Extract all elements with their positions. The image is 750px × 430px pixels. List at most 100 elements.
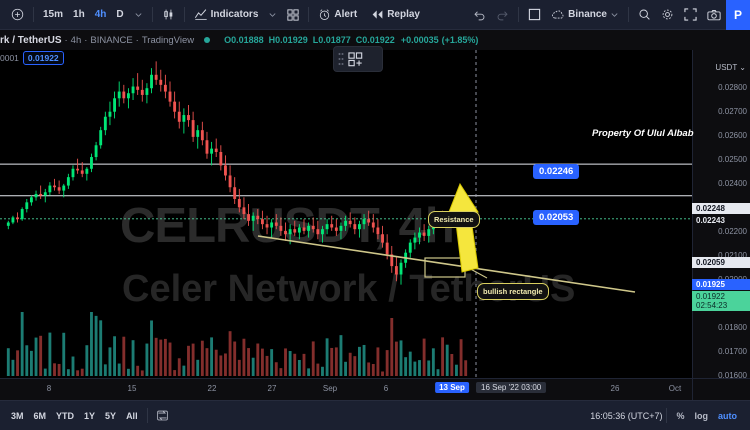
add-symbol-button[interactable] (6, 4, 29, 26)
volume-bar (108, 347, 112, 376)
interval-4h[interactable]: 4h (90, 4, 112, 26)
candle-body (94, 145, 98, 158)
candle-body (316, 229, 320, 235)
time-tick: 15 (127, 384, 137, 393)
replay-icon (371, 9, 384, 20)
range-button-all[interactable]: All (126, 410, 138, 421)
broker-button[interactable]: Binance (546, 4, 624, 26)
symbol-interval[interactable]: 4h (70, 34, 82, 46)
range-button-3m[interactable]: 3M (11, 410, 24, 421)
alert-button[interactable]: Alert (313, 4, 362, 26)
candle-body (210, 148, 214, 154)
price-scale-unit[interactable]: USDT ⌄ (715, 63, 746, 72)
volume-bar (99, 320, 103, 376)
current-date-badge: 13 Sep (435, 382, 469, 393)
interval-1h[interactable]: 1h (68, 4, 90, 26)
publish-label: P (733, 7, 742, 22)
volume-bar (237, 359, 241, 376)
replay-button[interactable]: Replay (366, 4, 425, 26)
volume-bar (464, 360, 468, 376)
symbol-exchange[interactable]: BINANCE (90, 34, 133, 46)
interval-label: 4h (94, 9, 107, 20)
layout-button[interactable] (523, 4, 546, 26)
drag-handle-icon[interactable] (338, 52, 344, 66)
sync-drawings-icon[interactable] (156, 409, 169, 422)
candle-body (293, 229, 297, 233)
divider (628, 7, 629, 22)
templates-button[interactable] (282, 4, 304, 26)
volume-bar (159, 339, 163, 376)
top-toolbar: 15m 1h 4h D Ind (0, 0, 750, 30)
volume-bar (29, 350, 33, 376)
candle-body (353, 224, 357, 230)
bottom-status-bar: 3M 6M YTD 1Y 5Y All 16:05:36 (UTC+7) % log au… (0, 400, 750, 430)
candle-body (413, 237, 417, 243)
search-button[interactable] (633, 4, 656, 26)
volume-bar (154, 337, 158, 376)
candle-body (330, 224, 334, 228)
indicators-dropdown-button[interactable] (263, 4, 282, 26)
log-scale-button[interactable]: log (694, 410, 709, 421)
settings-button[interactable] (656, 4, 679, 26)
candle-body (62, 185, 66, 191)
fullscreen-button[interactable] (679, 4, 702, 26)
volume-bar (25, 345, 29, 376)
volume-bar (394, 341, 398, 376)
ohlc-change: +0.00035 (400, 35, 439, 45)
publish-button[interactable]: P (726, 0, 750, 30)
snapshot-button[interactable] (702, 4, 726, 26)
undo-button[interactable] (468, 4, 491, 26)
range-button-ytd[interactable]: YTD (56, 410, 75, 421)
volume-bar (284, 348, 287, 376)
indicators-button[interactable]: Indicators (189, 4, 264, 26)
target-price-label[interactable]: 0.02246 (533, 164, 580, 179)
time-scale[interactable]: 8 15 22 27 Sep 6 26 Oct 13 Sep 16 Sep '22 03:00 (0, 378, 692, 400)
interval-d[interactable]: D (111, 4, 128, 26)
price-scale-unit-label: USDT (715, 63, 738, 72)
auto-scale-button[interactable]: auto (718, 410, 737, 421)
candle-body (113, 98, 117, 112)
chart-canvas[interactable]: CELRUSDT, 4h Celer Network / TetherUS Re… (0, 50, 692, 378)
candle-body (251, 215, 255, 221)
bullish-rectangle-callout[interactable]: bullish rectangle (477, 283, 549, 300)
ohlc-low: L0.01877 (313, 35, 351, 45)
interval-15m[interactable]: 15m (38, 4, 68, 26)
candle-body (71, 168, 75, 178)
volume-bar (191, 343, 195, 376)
volume-bar (418, 360, 421, 376)
redo-button[interactable] (491, 4, 514, 26)
price-scale[interactable]: USDT ⌄ 0.02800 0.02700 0.02600 0.02500 0.024… (692, 30, 750, 404)
percent-scale-button[interactable]: % (676, 410, 685, 421)
candle-body (43, 192, 47, 196)
low-label: L (312, 35, 319, 45)
price-scale-label: 0.02248 (692, 203, 750, 214)
candle-body (103, 116, 107, 131)
chart-style-button[interactable] (157, 4, 180, 26)
candle-body (381, 234, 384, 243)
interval-more-button[interactable] (129, 4, 148, 26)
indicators-icon (194, 8, 208, 21)
symbol-title[interactable]: rk / TetherUS (0, 34, 62, 46)
indicator-value-chip[interactable]: 0.01922 (22, 51, 64, 65)
range-button-6m[interactable]: 6M (33, 410, 47, 421)
high-value: 0.01929 (275, 35, 308, 45)
candle-body (224, 165, 227, 176)
time-tick: 22 (207, 384, 217, 393)
candle-body (284, 230, 287, 235)
descending-trendline-icon[interactable] (257, 235, 636, 293)
time-tick: 6 (383, 384, 389, 393)
floating-toolbar[interactable] (333, 46, 383, 72)
up-arrow-annotation-icon[interactable] (446, 182, 479, 273)
candle-body (376, 227, 380, 235)
bullish-rectangle-shape[interactable] (424, 257, 466, 278)
grid-templates-icon[interactable] (348, 51, 363, 67)
range-button-5y[interactable]: 5Y (105, 410, 117, 421)
entry-price-label[interactable]: 0.02053 (533, 210, 580, 225)
fullscreen-icon (684, 8, 697, 21)
candle-body (297, 227, 301, 233)
resistance-callout[interactable]: Resistance (428, 211, 480, 228)
chevron-down-icon (610, 10, 619, 19)
volume-bar (357, 346, 361, 376)
volume-bar (57, 363, 61, 376)
range-button-1y[interactable]: 1Y (84, 410, 96, 421)
